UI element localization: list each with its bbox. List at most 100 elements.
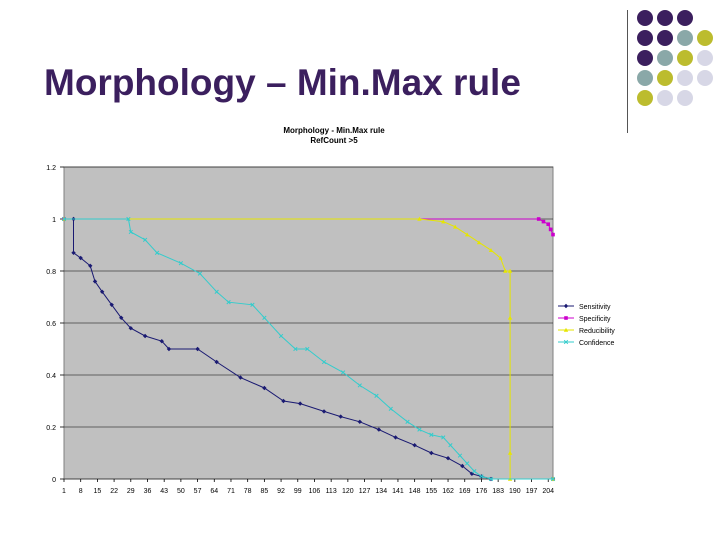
data-point bbox=[357, 419, 362, 424]
data-point bbox=[119, 315, 124, 320]
x-tick-label: 162 bbox=[442, 488, 454, 495]
data-point bbox=[78, 255, 83, 261]
decorative-dot bbox=[657, 30, 673, 46]
data-point bbox=[464, 232, 470, 237]
data-point bbox=[214, 359, 219, 365]
data-point bbox=[226, 300, 231, 305]
decorative-dot bbox=[637, 10, 653, 26]
series-line bbox=[64, 218, 553, 480]
data-point bbox=[340, 370, 346, 375]
data-point bbox=[448, 443, 453, 448]
data-point bbox=[503, 268, 508, 273]
legend-label: Reducibility bbox=[579, 328, 615, 335]
legend-label: Specificity bbox=[579, 316, 611, 323]
x-tick-label: 99 bbox=[294, 488, 302, 495]
data-point bbox=[238, 375, 243, 380]
legend-marker bbox=[563, 303, 569, 309]
legend-label: Sensitivity bbox=[579, 304, 611, 311]
data-point bbox=[405, 419, 410, 424]
x-tick-label: 176 bbox=[476, 488, 488, 495]
x-tick-label: 106 bbox=[309, 488, 321, 495]
data-point bbox=[460, 463, 465, 469]
data-point bbox=[128, 229, 133, 235]
data-point bbox=[548, 227, 553, 232]
data-point bbox=[197, 271, 203, 276]
x-tick-label: 190 bbox=[509, 488, 521, 495]
data-point bbox=[166, 346, 172, 352]
x-tick-label: 50 bbox=[177, 488, 185, 495]
data-point bbox=[159, 339, 164, 344]
data-point bbox=[393, 435, 398, 440]
decorative-dot bbox=[677, 70, 693, 86]
decorative-dot bbox=[677, 90, 693, 106]
x-tick-label: 64 bbox=[210, 488, 218, 495]
chart-subtitle: RefCount >5 bbox=[310, 136, 358, 145]
x-tick-label: 8 bbox=[79, 488, 83, 495]
x-tick-label: 22 bbox=[110, 488, 118, 495]
data-point bbox=[142, 333, 148, 339]
x-tick-label: 36 bbox=[144, 488, 152, 495]
x-tick-label: 141 bbox=[392, 488, 404, 495]
data-point bbox=[178, 261, 184, 266]
data-point bbox=[297, 401, 303, 406]
series-reducibility bbox=[61, 216, 556, 481]
data-point bbox=[88, 263, 93, 268]
decorative-dot bbox=[697, 50, 713, 66]
data-point bbox=[376, 427, 382, 432]
data-point bbox=[92, 279, 98, 284]
x-tick-label: 197 bbox=[526, 488, 538, 495]
slide-title: Morphology – Min.Max rule bbox=[44, 62, 521, 103]
x-tick-label: 169 bbox=[459, 488, 471, 495]
data-point bbox=[488, 248, 494, 252]
data-point bbox=[321, 409, 327, 414]
data-point bbox=[417, 427, 422, 432]
data-point bbox=[412, 443, 417, 448]
data-point bbox=[479, 474, 484, 479]
data-point bbox=[281, 398, 286, 404]
x-tick-label: 57 bbox=[194, 488, 202, 495]
data-point bbox=[507, 315, 513, 320]
data-point bbox=[507, 450, 513, 455]
x-tick-label: 15 bbox=[93, 488, 101, 495]
data-point bbox=[445, 456, 451, 461]
data-point bbox=[472, 469, 477, 474]
y-tick-label: 0.6 bbox=[46, 321, 56, 328]
x-tick-label: 148 bbox=[409, 488, 421, 495]
decorative-dot bbox=[657, 10, 673, 26]
y-tick-label: 0.8 bbox=[46, 269, 56, 276]
data-point bbox=[109, 302, 114, 307]
legend-marker bbox=[564, 316, 568, 320]
x-tick-label: 85 bbox=[260, 488, 268, 495]
series-sensitivity bbox=[61, 216, 556, 482]
data-point bbox=[305, 346, 310, 352]
y-tick-label: 1 bbox=[52, 217, 56, 224]
decorative-dot bbox=[677, 50, 693, 66]
x-tick-label: 204 bbox=[542, 488, 554, 495]
data-point bbox=[71, 250, 76, 255]
data-point bbox=[498, 255, 503, 260]
x-tick-label: 1 bbox=[62, 488, 66, 495]
decorative-dot bbox=[657, 50, 673, 66]
data-point bbox=[536, 217, 541, 221]
series-line bbox=[64, 218, 553, 480]
data-point bbox=[453, 224, 458, 229]
data-point bbox=[154, 250, 160, 255]
data-point bbox=[262, 315, 267, 320]
data-point bbox=[488, 476, 494, 482]
title-divider bbox=[627, 10, 628, 133]
data-point bbox=[374, 393, 379, 398]
decorative-dot bbox=[677, 10, 693, 26]
data-point bbox=[321, 359, 327, 365]
x-tick-label: 43 bbox=[160, 488, 168, 495]
x-tick-label: 127 bbox=[359, 488, 371, 495]
data-point bbox=[441, 435, 446, 440]
data-point bbox=[195, 346, 200, 352]
legend-label: Confidence bbox=[579, 340, 615, 347]
decorative-dot bbox=[697, 30, 713, 46]
data-point bbox=[550, 476, 556, 482]
data-point bbox=[250, 302, 255, 307]
data-point bbox=[61, 216, 67, 222]
x-tick-label: 134 bbox=[375, 488, 387, 495]
legend-marker bbox=[563, 327, 569, 332]
x-tick-label: 120 bbox=[342, 488, 354, 495]
